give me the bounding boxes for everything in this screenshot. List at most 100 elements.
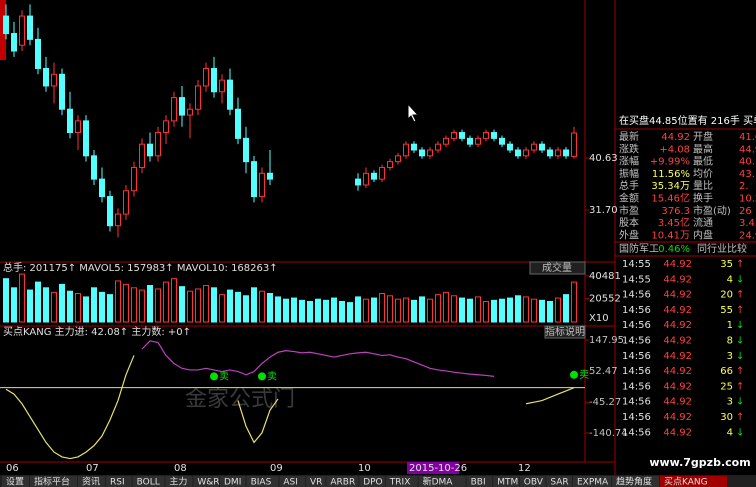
tab[interactable] xyxy=(326,476,359,487)
tick-volume: 8 xyxy=(727,336,733,347)
tick-direction: ↓ xyxy=(736,274,744,285)
volume-bar xyxy=(267,293,273,323)
indicator-button-label[interactable]: 指标说明 xyxy=(545,325,585,338)
candle-body xyxy=(507,143,513,151)
volume-bar xyxy=(147,285,153,323)
candle-body xyxy=(203,67,209,87)
tab-label[interactable]: EXPMA xyxy=(577,478,609,487)
volume-button-label[interactable]: 成交量 xyxy=(542,261,572,274)
tab[interactable] xyxy=(359,476,385,487)
sector-compare[interactable]: 同行业比较 xyxy=(697,242,747,255)
tab[interactable] xyxy=(385,476,418,487)
mouse-cursor xyxy=(407,102,420,123)
candle-body xyxy=(235,108,241,139)
tab-label[interactable]: DMI xyxy=(224,478,241,487)
candle-body xyxy=(211,67,217,93)
tab-label[interactable]: TRIX xyxy=(389,478,411,487)
tab-label[interactable]: 指标平台 xyxy=(34,476,70,487)
tab[interactable] xyxy=(418,476,466,487)
tab-label[interactable]: W&R xyxy=(197,478,219,487)
tab[interactable] xyxy=(546,476,572,487)
volume-button[interactable] xyxy=(529,261,586,275)
volume-bar xyxy=(51,291,57,323)
tab[interactable] xyxy=(2,476,29,487)
tab-label[interactable]: 买点KANG xyxy=(664,477,708,487)
quote-value: 44.92 xyxy=(661,132,690,143)
candle-body xyxy=(99,178,105,198)
candle-body xyxy=(571,132,577,157)
volume-bar xyxy=(491,299,497,323)
tab[interactable] xyxy=(612,476,659,487)
tab-label[interactable]: ARBR xyxy=(330,478,355,487)
quote-label: 涨跌 xyxy=(619,142,639,155)
quote-label: 均价 xyxy=(693,168,713,180)
tab-label[interactable]: DPO xyxy=(363,478,382,487)
tab[interactable] xyxy=(466,476,493,487)
candle-body xyxy=(539,143,545,151)
volume-bar xyxy=(179,286,185,323)
volume-bar xyxy=(379,293,385,323)
tab-label[interactable]: 新DMA xyxy=(423,476,454,487)
candle-body xyxy=(371,172,377,180)
volume-bar xyxy=(291,297,297,323)
tab-label[interactable]: BOLL xyxy=(137,478,160,487)
tab[interactable] xyxy=(246,476,279,487)
tick-time: 14:55 xyxy=(622,259,651,270)
volume-bar xyxy=(539,299,545,323)
quote-value: 2. xyxy=(739,181,749,192)
volume-bar xyxy=(483,300,489,323)
tab[interactable] xyxy=(165,476,193,487)
tab[interactable] xyxy=(306,476,326,487)
quote-value: 10.2 xyxy=(739,194,756,205)
tab-label[interactable]: 主力 xyxy=(169,476,187,487)
quote-label: 股本 xyxy=(619,216,639,229)
tab-label[interactable]: OBV xyxy=(524,478,544,487)
tab-label[interactable]: SAR xyxy=(550,478,568,487)
quote-value: 11.56% xyxy=(652,169,690,180)
tab-label[interactable]: 设置 xyxy=(6,477,24,487)
tab-label[interactable]: MTM xyxy=(497,478,518,487)
quote-value: 43. xyxy=(739,169,755,180)
tick-price: 44.92 xyxy=(663,290,692,301)
tab-label[interactable]: BIAS xyxy=(251,478,272,487)
signal-label: 卖 xyxy=(579,369,589,381)
quote-label: 量比 xyxy=(693,180,713,192)
y-tick-label: 52.47 xyxy=(589,366,618,377)
volume-bar xyxy=(187,290,193,323)
tab[interactable] xyxy=(493,476,519,487)
quote-label: 流通 xyxy=(693,216,713,229)
y-tick-label: 40.63 xyxy=(589,153,618,164)
tab[interactable] xyxy=(220,476,246,487)
candle-body xyxy=(355,178,361,186)
indicator-button[interactable] xyxy=(544,325,586,339)
volume-bar xyxy=(195,288,201,323)
volume-bar xyxy=(91,287,97,323)
tab[interactable] xyxy=(106,476,132,487)
candle-body xyxy=(43,67,49,87)
tab-label[interactable]: BBI xyxy=(471,478,486,487)
tab-label[interactable]: VR xyxy=(310,478,322,487)
volume-header: 总手: 201175↑ MAVOL5: 157983↑ MAVOL10: 168… xyxy=(3,261,278,274)
tab[interactable] xyxy=(132,476,165,487)
candle-body xyxy=(427,149,433,157)
tab-label[interactable]: 趋势角度 xyxy=(616,476,652,487)
quote-value: 40.1 xyxy=(739,157,756,168)
tick-price: 44.92 xyxy=(663,274,692,285)
tab[interactable] xyxy=(573,476,611,487)
tab[interactable] xyxy=(519,476,546,487)
tab-label[interactable]: RSI xyxy=(110,478,125,487)
signal-label: 卖 xyxy=(267,370,277,382)
tab[interactable] xyxy=(279,476,305,487)
candle-body xyxy=(443,137,449,145)
tab[interactable] xyxy=(660,476,727,487)
tab-label[interactable]: 资讯 xyxy=(82,477,100,487)
volume-bar xyxy=(515,295,521,323)
tab[interactable] xyxy=(78,476,105,487)
quote-value: 41.0 xyxy=(739,132,756,143)
candle-body xyxy=(403,143,409,157)
tick-volume: 1 xyxy=(727,320,733,331)
tab[interactable] xyxy=(30,476,77,487)
tab-label[interactable]: ASI xyxy=(283,478,298,487)
candle-body xyxy=(107,196,113,227)
tab[interactable] xyxy=(193,476,219,487)
